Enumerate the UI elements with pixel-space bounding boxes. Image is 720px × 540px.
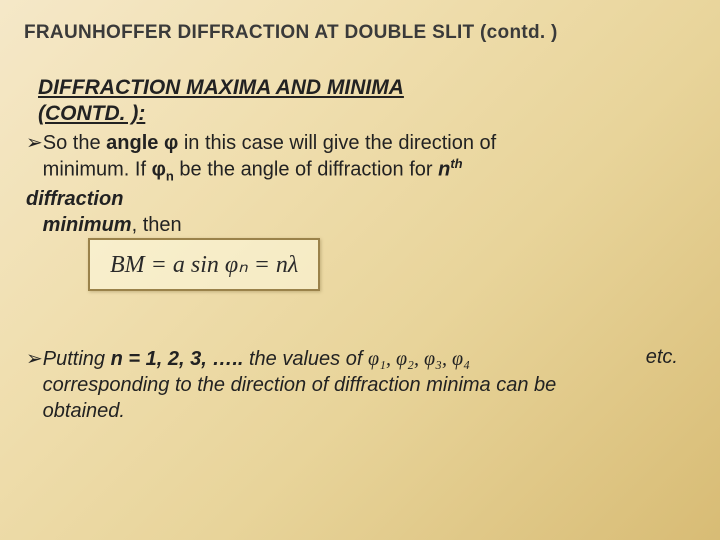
p2-values-of: the values of (249, 348, 368, 370)
paragraph-1: ➢So the angle φ in this case will give t… (26, 130, 700, 238)
phi-list: φ₁, φ₂, φ₃, φ₄ (368, 348, 470, 370)
p2-putting: Putting (43, 348, 111, 370)
p1-text-c: in this case will give the direction of (178, 132, 496, 154)
p1-angle-phi: angle φ (106, 132, 178, 154)
p2-n-values: n = 1, 2, 3, ….. (111, 348, 249, 370)
p1-text-g: be the angle of diffraction for (174, 159, 438, 181)
formula-box: BM = a sin φₙ = nλ (88, 238, 320, 291)
p1-n: n (438, 159, 450, 181)
slide-title: FRAUNHOFFER DIFFRACTION AT DOUBLE SLIT (… (24, 22, 558, 44)
bullet-icon: ➢ (26, 130, 43, 156)
p1-phi: φ (152, 159, 166, 181)
p2-corresponding: corresponding to the direction of diffra… (43, 374, 557, 396)
bullet-icon: ➢ (26, 348, 43, 370)
p1-th: th (450, 156, 462, 171)
p1-minimum: minimum (43, 214, 132, 236)
p1-diffraction: diffraction (26, 188, 123, 210)
section-subtitle-line1: DIFFRACTION MAXIMA AND MINIMA (38, 76, 404, 100)
p1-text-a: So the (43, 132, 106, 154)
section-subtitle-line2: (CONTD. ): (38, 102, 145, 126)
p2-etc: etc. (646, 346, 678, 369)
p1-phi-sub: n (166, 169, 174, 184)
p2-obtained: obtained. (43, 400, 125, 422)
paragraph-2: ➢Putting n = 1, 2, 3, ….. the values of … (26, 346, 700, 424)
p1-then: , then (132, 214, 182, 236)
p1-text-d: minimum. If (43, 159, 152, 181)
